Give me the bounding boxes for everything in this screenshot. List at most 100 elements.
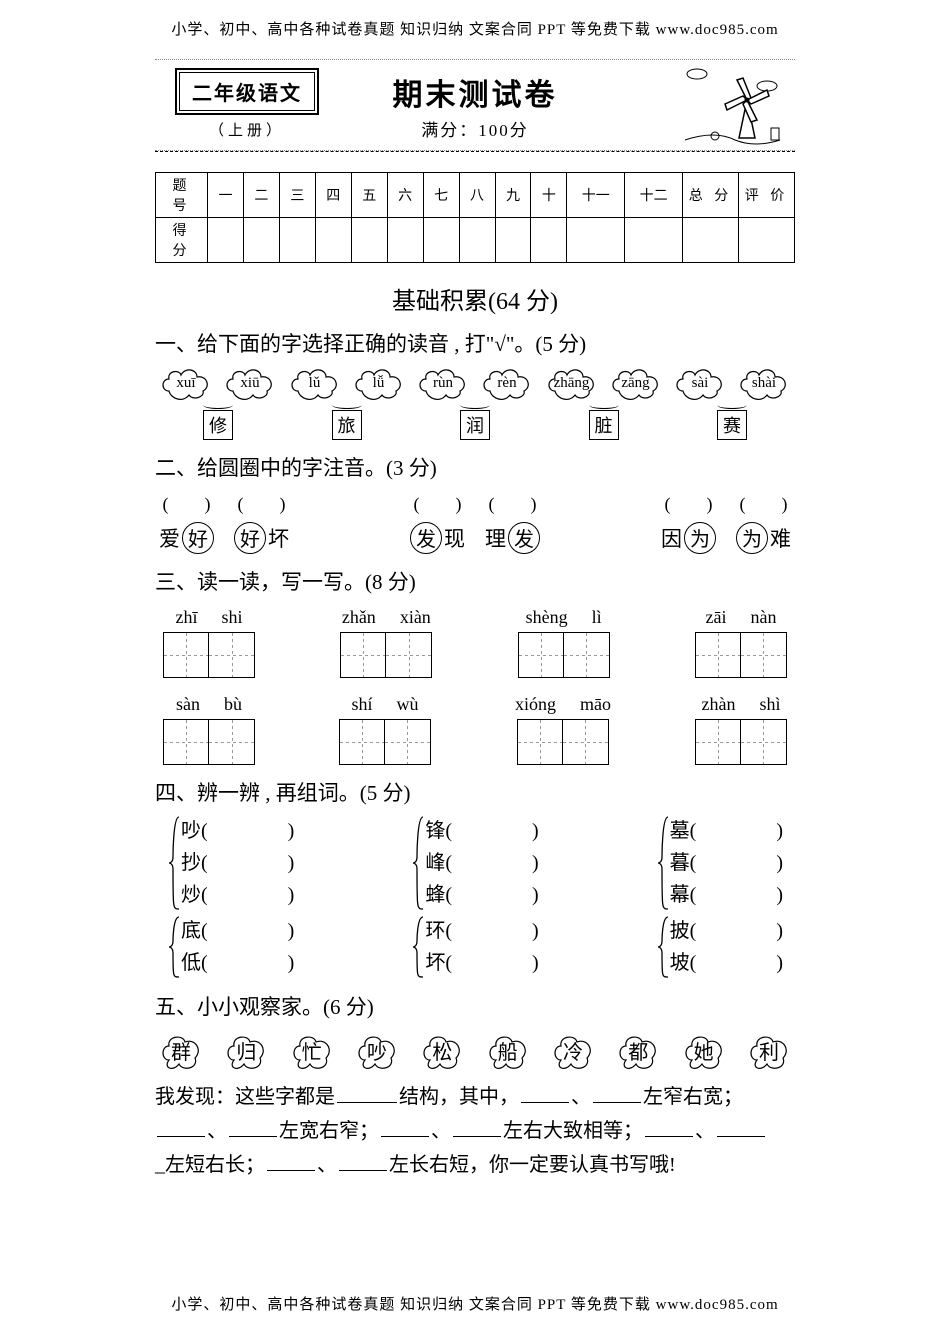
q4-item[interactable]: 抄( )	[181, 847, 294, 879]
divider	[155, 151, 795, 152]
answer-paren[interactable]: ( )	[238, 490, 286, 516]
tianzi-grid[interactable]	[209, 719, 255, 765]
pinyin-cloud[interactable]: xuī	[159, 365, 213, 401]
answer-paren[interactable]: ( )	[414, 490, 462, 516]
col-head: 八	[459, 173, 495, 218]
circled-char: 好	[182, 522, 214, 554]
tianzi-grid[interactable]	[163, 719, 209, 765]
tianzi-grid[interactable]	[209, 632, 255, 678]
q3-item: xióngmāo	[515, 694, 611, 765]
q1-row: xuīxiū修lǔlǚ旅rùnrèn润zhāngzāng脏sàishài赛	[155, 365, 795, 440]
q5-char-cloud: 吵	[355, 1030, 399, 1072]
section-heading: 基础积累(64 分)	[155, 281, 795, 316]
pinyin-cloud[interactable]: zāng	[609, 365, 663, 401]
q4-item[interactable]: 低( )	[181, 947, 294, 979]
q4-item[interactable]: 暮( )	[670, 847, 783, 879]
q4-item[interactable]: 底( )	[181, 915, 294, 947]
pinyin-cloud[interactable]: lǚ	[352, 365, 406, 401]
pinyin-cloud[interactable]: shài	[737, 365, 791, 401]
pinyin-cloud[interactable]: xiū	[223, 365, 277, 401]
q4-item[interactable]: 环( )	[425, 915, 538, 947]
q4-item[interactable]: 炒( )	[181, 879, 294, 911]
col-head: 九	[495, 173, 531, 218]
pinyin-label: shíwù	[351, 694, 418, 715]
char-text: 难	[770, 523, 791, 553]
col-head: 四	[315, 173, 351, 218]
q4-item[interactable]: 墓( )	[670, 815, 783, 847]
q1-group: sàishài赛	[673, 365, 791, 440]
tianzi-grid[interactable]	[741, 632, 787, 678]
pinyin-cloud[interactable]: zhāng	[545, 365, 599, 401]
pinyin-label: zhànshì	[701, 694, 780, 715]
blank[interactable]	[339, 1151, 387, 1171]
blank[interactable]	[157, 1117, 205, 1137]
col-head: 一	[208, 173, 244, 218]
pinyin-label: zhīshi	[175, 607, 242, 628]
tianzi-grid[interactable]	[385, 719, 431, 765]
q4-item[interactable]: 峰( )	[425, 847, 538, 879]
answer-paren[interactable]: ( )	[163, 490, 211, 516]
tianzi-grid[interactable]	[386, 632, 432, 678]
pinyin-cloud[interactable]: lǔ	[288, 365, 342, 401]
blank[interactable]	[337, 1083, 397, 1103]
q1-group: lǔlǚ旅	[288, 365, 406, 440]
answer-paren[interactable]: ( )	[489, 490, 537, 516]
q4-item[interactable]: 锋( )	[425, 815, 538, 847]
q5-char-cloud: 忙	[290, 1030, 334, 1072]
score-table: 题 号 一 二 三 四 五 六 七 八 九 十 十一 十二 总 分 评 价 得 …	[155, 172, 795, 263]
char-box: 脏	[589, 410, 619, 440]
answer-paren[interactable]: ( )	[740, 490, 788, 516]
q4-col: 墓( )暮( )幕( ) 披( )坡( )	[656, 815, 783, 979]
q4-item[interactable]: 披( )	[670, 915, 783, 947]
tianzi-grid[interactable]	[741, 719, 787, 765]
tianzi-grid[interactable]	[163, 632, 209, 678]
blank[interactable]	[717, 1117, 765, 1137]
pinyin-cloud[interactable]: sài	[673, 365, 727, 401]
pinyin-cloud[interactable]: rèn	[480, 365, 534, 401]
q3-item: zhànshì	[695, 694, 787, 765]
q4-item[interactable]: 幕( )	[670, 879, 783, 911]
q4-item[interactable]: 坡( )	[670, 947, 783, 979]
q3-item: shènglì	[518, 607, 610, 678]
q4-item[interactable]: 蜂( )	[425, 879, 538, 911]
tianzi-grid[interactable]	[695, 719, 741, 765]
q2-title: 二、给圆圈中的字注音。(3 分)	[155, 454, 795, 483]
row-label: 题 号	[156, 173, 208, 218]
q4-item[interactable]: 吵( )	[181, 815, 294, 847]
blank[interactable]	[267, 1151, 315, 1171]
q3-row2: sànbùshíwùxióngmāozhànshì	[155, 694, 795, 765]
circled-char: 好	[234, 522, 266, 554]
q5-char-cloud: 船	[486, 1030, 530, 1072]
tianzi-grid[interactable]	[517, 719, 563, 765]
tianzi-grid[interactable]	[340, 632, 386, 678]
tianzi-grid[interactable]	[564, 632, 610, 678]
tianzi-grid[interactable]	[695, 632, 741, 678]
pinyin-label: xióngmāo	[515, 694, 611, 715]
q4-item[interactable]: 坏( )	[425, 947, 538, 979]
tianzi-grid[interactable]	[518, 632, 564, 678]
tianzi-grid[interactable]	[339, 719, 385, 765]
blank[interactable]	[229, 1117, 277, 1137]
col-head: 评 价	[739, 173, 795, 218]
answer-paren[interactable]: ( )	[665, 490, 713, 516]
q5-text: 、	[571, 1086, 591, 1108]
windmill-icon	[675, 60, 785, 150]
q3-row1: zhīshizhǎnxiànshènglìzāinàn	[155, 607, 795, 678]
blank[interactable]	[381, 1117, 429, 1137]
blank[interactable]	[645, 1117, 693, 1137]
content-area: 题 号 一 二 三 四 五 六 七 八 九 十 十一 十二 总 分 评 价 得 …	[155, 172, 795, 1182]
q2-item: ( )为难	[736, 490, 791, 554]
blank[interactable]	[521, 1083, 569, 1103]
table-row: 得 分	[156, 218, 795, 263]
pinyin-cloud[interactable]: rùn	[416, 365, 470, 401]
q1-group: rùnrèn润	[416, 365, 534, 440]
tianzi-grid[interactable]	[563, 719, 609, 765]
q5-char-cloud: 群	[159, 1030, 203, 1072]
q5-char-cloud: 利	[747, 1030, 791, 1072]
col-head: 十一	[567, 173, 625, 218]
blank[interactable]	[593, 1083, 641, 1103]
blank[interactable]	[453, 1117, 501, 1137]
q2-group: ( )因为( )为难	[661, 490, 791, 554]
q5-text: 左长右短，你一定要认真书写哦!	[389, 1154, 676, 1176]
q5-text: 结构，其中，	[399, 1086, 519, 1108]
